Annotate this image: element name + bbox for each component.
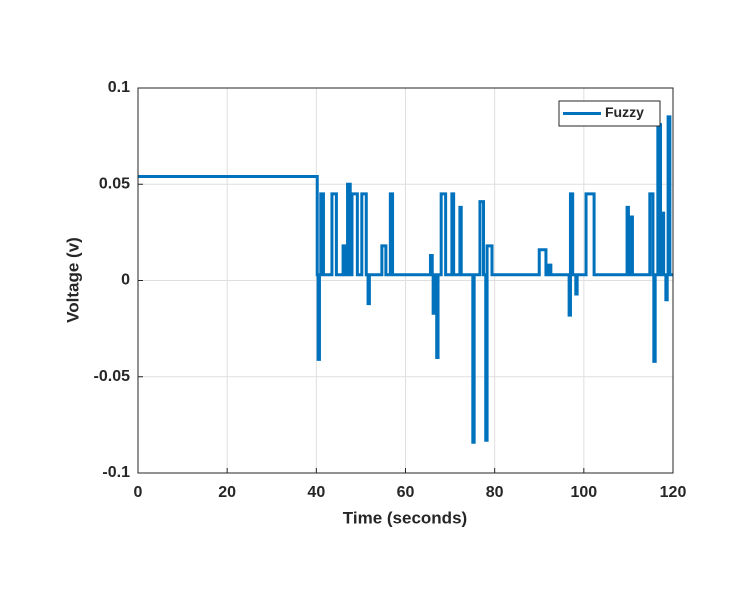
- y-tick-label: 0.05: [99, 175, 130, 192]
- x-tick-label: 120: [660, 484, 687, 501]
- legend: Fuzzy: [558, 100, 661, 127]
- y-tick-label: 0: [121, 272, 130, 289]
- data-line: [138, 115, 673, 444]
- y-axis-label: Voltage (v): [63, 237, 82, 323]
- x-axis-label: Time (seconds): [343, 508, 467, 527]
- legend-label: Fuzzy: [605, 104, 644, 120]
- ticks: 0 20 40 60 80 100 120 -0.1 -0.05 0 0.05 0.1: [94, 79, 687, 501]
- lines: [138, 115, 673, 444]
- x-tick-label: 20: [218, 484, 236, 501]
- y-tick-label: -0.1: [102, 464, 130, 481]
- x-tick-label: 0: [134, 484, 143, 501]
- x-tick-label: 100: [570, 484, 597, 501]
- x-tick-label: 40: [307, 484, 325, 501]
- x-tick-label: 60: [397, 484, 415, 501]
- y-tick-label: -0.05: [94, 368, 131, 385]
- legend-box: [558, 100, 661, 127]
- x-tick-label: 80: [486, 484, 504, 501]
- y-tick-label: 0.1: [108, 79, 130, 96]
